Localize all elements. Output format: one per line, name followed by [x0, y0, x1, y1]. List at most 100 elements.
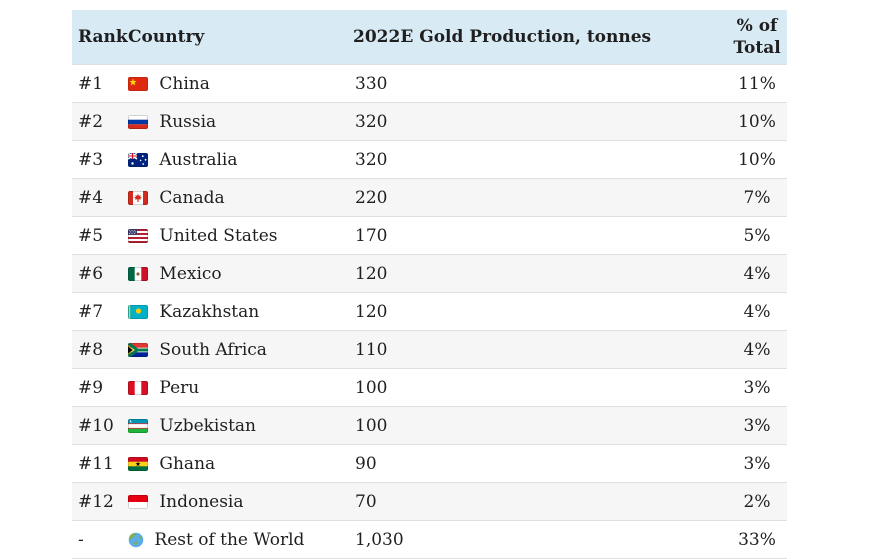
table-row: #8 South Africa 110 4%: [72, 330, 787, 369]
country-cell: Uzbekistan: [122, 407, 347, 445]
ghana-flag-icon: [128, 456, 148, 471]
table-row: #5 United States 170 5%: [72, 216, 787, 255]
percent-cell: 5%: [743, 225, 771, 246]
production-cell: 70: [355, 491, 377, 512]
table-row: #11 Ghana 90 3%: [72, 444, 787, 483]
australia-flag-icon: [128, 152, 148, 167]
united-states-flag-icon: [128, 228, 148, 243]
rank-cell: -: [78, 529, 84, 550]
table-row: #3 Australia 320 10%: [72, 140, 787, 179]
table-row: - Rest of the World 1,030 33%: [72, 520, 787, 559]
header-cell-country: Country: [122, 10, 347, 65]
rank-cell: #5: [78, 225, 104, 246]
table-row: #9 Peru 100 3%: [72, 368, 787, 407]
country-cell: Indonesia: [122, 483, 347, 521]
percent-cell: 4%: [743, 263, 771, 284]
country-cell: South Africa: [122, 331, 347, 369]
production-cell: 220: [355, 187, 388, 208]
gold-production-table: Rank Country 2022E Gold Production, tonn…: [72, 10, 787, 559]
production-cell: 100: [355, 377, 388, 398]
rank-cell: #2: [78, 111, 104, 132]
rank-cell: #1: [78, 73, 104, 94]
percent-cell: 2%: [743, 491, 771, 512]
production-cell: 1,030: [355, 529, 404, 550]
production-cell: 320: [355, 149, 388, 170]
table-body: #1 China 330 11% #2 Russia 320 10% #3: [72, 64, 787, 559]
table-header: Rank Country 2022E Gold Production, tonn…: [72, 10, 787, 65]
country-cell: Peru: [122, 369, 347, 407]
indonesia-flag-icon: [128, 494, 148, 509]
percent-cell: 11%: [738, 73, 776, 94]
table-row: #7 Kazakhstan 120 4%: [72, 292, 787, 331]
production-cell: 120: [355, 263, 388, 284]
header-cell-percent: % of Total: [727, 10, 787, 65]
header-row: Rank Country 2022E Gold Production, tonn…: [72, 10, 787, 65]
percent-cell: 7%: [743, 187, 771, 208]
country-cell: Kazakhstan: [122, 293, 347, 331]
production-cell: 100: [355, 415, 388, 436]
table-row: #1 China 330 11%: [72, 64, 787, 103]
rank-cell: #8: [78, 339, 104, 360]
production-cell: 320: [355, 111, 388, 132]
percent-cell: 4%: [743, 301, 771, 322]
gold-production-table-container: Rank Country 2022E Gold Production, tonn…: [72, 10, 787, 559]
header-cell-production: 2022E Gold Production, tonnes: [347, 10, 727, 65]
country-cell: Rest of the World: [122, 521, 347, 559]
table-row: #4 Canada 220 7%: [72, 178, 787, 217]
percent-cell: 10%: [738, 111, 776, 132]
globe-icon: [128, 532, 144, 548]
country-name: Mexico: [159, 263, 222, 284]
production-cell: 120: [355, 301, 388, 322]
table-row: #2 Russia 320 10%: [72, 102, 787, 141]
country-name: Ghana: [159, 453, 216, 474]
country-cell: Canada: [122, 179, 347, 217]
country-cell: Australia: [122, 141, 347, 179]
kazakhstan-flag-icon: [128, 304, 148, 319]
country-name: China: [159, 73, 210, 94]
country-cell: Ghana: [122, 445, 347, 483]
country-cell: United States: [122, 217, 347, 255]
rank-cell: #3: [78, 149, 104, 170]
mexico-flag-icon: [128, 266, 148, 281]
south-africa-flag-icon: [128, 342, 148, 357]
country-name: Peru: [159, 377, 200, 398]
production-cell: 110: [355, 339, 388, 360]
rank-cell: #10: [78, 415, 114, 436]
china-flag-icon: [128, 76, 148, 91]
country-name: Uzbekistan: [159, 415, 257, 436]
rank-cell: #11: [78, 453, 114, 474]
country-name: Russia: [159, 111, 217, 132]
rank-cell: #4: [78, 187, 104, 208]
country-name: Australia: [159, 149, 238, 170]
percent-cell: 3%: [743, 453, 771, 474]
country-cell: Mexico: [122, 255, 347, 293]
percent-cell: 33%: [738, 529, 776, 550]
percent-cell: 3%: [743, 377, 771, 398]
production-cell: 170: [355, 225, 388, 246]
production-cell: 90: [355, 453, 377, 474]
canada-flag-icon: [128, 190, 148, 205]
table-row: #12 Indonesia 70 2%: [72, 482, 787, 521]
country-name: Canada: [159, 187, 225, 208]
percent-cell: 3%: [743, 415, 771, 436]
table-row: #10 Uzbekistan 100 3%: [72, 406, 787, 445]
russia-flag-icon: [128, 114, 148, 129]
country-name: South Africa: [159, 339, 267, 360]
percent-cell: 10%: [738, 149, 776, 170]
country-name: Rest of the World: [154, 529, 305, 550]
country-name: United States: [159, 225, 278, 246]
uzbekistan-flag-icon: [128, 418, 148, 433]
rank-cell: #9: [78, 377, 104, 398]
rank-cell: #12: [78, 491, 114, 512]
rank-cell: #7: [78, 301, 104, 322]
percent-cell: 4%: [743, 339, 771, 360]
peru-flag-icon: [128, 380, 148, 395]
country-name: Kazakhstan: [159, 301, 260, 322]
header-cell-rank: Rank: [72, 10, 128, 65]
table-row: #6 Mexico 120 4%: [72, 254, 787, 293]
country-cell: China: [122, 65, 347, 103]
rank-cell: #6: [78, 263, 104, 284]
production-cell: 330: [355, 73, 388, 94]
country-cell: Russia: [122, 103, 347, 141]
country-name: Indonesia: [159, 491, 244, 512]
